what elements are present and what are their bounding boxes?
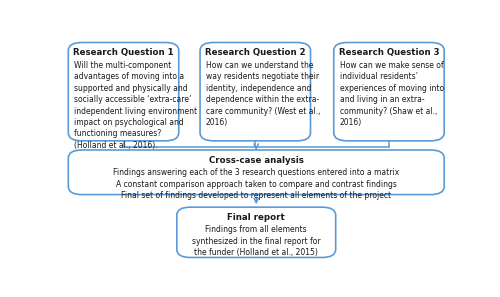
Text: Research Question 2: Research Question 2: [205, 48, 306, 57]
Text: Research Question 1: Research Question 1: [73, 48, 174, 57]
FancyBboxPatch shape: [68, 42, 179, 141]
FancyBboxPatch shape: [68, 150, 444, 195]
FancyBboxPatch shape: [334, 42, 444, 141]
Text: Research Question 3: Research Question 3: [338, 48, 440, 57]
Text: How can we understand the
way residents negotiate their
identity, independence a: How can we understand the way residents …: [206, 61, 320, 127]
Text: Cross-case analysis: Cross-case analysis: [209, 156, 304, 165]
Text: Findings from all elements
synthesized in the final report for
the funder (Holla: Findings from all elements synthesized i…: [192, 225, 320, 257]
Text: Findings answering each of the 3 research questions entered into a matrix
A cons: Findings answering each of the 3 researc…: [113, 168, 400, 200]
Text: Final report: Final report: [228, 213, 285, 222]
Text: How can we make sense of
individual residents’
experiences of moving into
and li: How can we make sense of individual resi…: [340, 61, 444, 127]
FancyBboxPatch shape: [200, 42, 310, 141]
Text: Will the multi-component
advantages of moving into a
supported and physically an: Will the multi-component advantages of m…: [74, 61, 197, 150]
FancyBboxPatch shape: [177, 207, 336, 257]
